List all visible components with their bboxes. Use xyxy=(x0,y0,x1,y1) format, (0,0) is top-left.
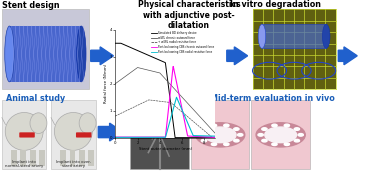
Bar xyxy=(2,100,46,169)
Circle shape xyxy=(256,123,305,147)
Bar xyxy=(130,100,189,169)
Bar xyxy=(60,150,66,166)
Bar xyxy=(191,100,249,169)
Ellipse shape xyxy=(5,113,43,150)
Bar xyxy=(11,150,17,166)
Circle shape xyxy=(258,134,263,136)
Circle shape xyxy=(211,143,217,145)
Bar xyxy=(2,9,89,89)
Bar xyxy=(253,9,336,89)
Text: In vitro degradation: In vitro degradation xyxy=(231,0,321,9)
Bar xyxy=(251,100,310,169)
Circle shape xyxy=(262,128,267,130)
Circle shape xyxy=(234,139,239,142)
FancyArrow shape xyxy=(91,47,113,65)
Text: Implant into
normal-sized artery: Implant into normal-sized artery xyxy=(5,160,43,168)
Circle shape xyxy=(196,123,245,147)
Circle shape xyxy=(224,143,229,145)
FancyArrow shape xyxy=(338,47,357,65)
Bar xyxy=(88,150,94,166)
Circle shape xyxy=(272,124,277,127)
FancyArrow shape xyxy=(227,47,248,65)
Ellipse shape xyxy=(322,24,330,48)
Circle shape xyxy=(238,134,243,136)
Ellipse shape xyxy=(30,113,47,134)
Bar xyxy=(20,150,26,166)
Text: Animal study: Animal study xyxy=(6,94,65,103)
Circle shape xyxy=(294,128,299,130)
Bar xyxy=(79,150,85,166)
Circle shape xyxy=(224,124,229,127)
Circle shape xyxy=(284,143,290,145)
Legend: Simulated BD delivery device, w/WL chronic outward force, + w/WL radial resistiv: Simulated BD delivery device, w/WL chron… xyxy=(151,31,214,54)
Ellipse shape xyxy=(258,24,266,48)
Text: Mid-term evaluation in vivo: Mid-term evaluation in vivo xyxy=(210,94,335,103)
Circle shape xyxy=(234,128,239,130)
Ellipse shape xyxy=(5,26,14,82)
Bar xyxy=(30,150,36,166)
Circle shape xyxy=(262,139,267,142)
Circle shape xyxy=(294,139,299,142)
Ellipse shape xyxy=(79,113,96,134)
Bar xyxy=(39,150,45,166)
Circle shape xyxy=(272,143,277,145)
FancyBboxPatch shape xyxy=(76,132,91,138)
Text: Stent design: Stent design xyxy=(2,1,59,10)
Circle shape xyxy=(201,128,207,130)
Ellipse shape xyxy=(54,113,92,150)
Circle shape xyxy=(284,124,290,127)
Circle shape xyxy=(204,127,236,143)
Circle shape xyxy=(211,124,217,127)
Ellipse shape xyxy=(76,26,86,82)
Bar xyxy=(51,100,96,169)
Text: Implant into over-
sized artery: Implant into over- sized artery xyxy=(56,160,91,168)
Bar xyxy=(9,26,81,82)
Bar xyxy=(262,24,326,48)
X-axis label: Stent outer diameter (mm): Stent outer diameter (mm) xyxy=(139,147,192,151)
Circle shape xyxy=(298,134,303,136)
Circle shape xyxy=(201,139,207,142)
Circle shape xyxy=(197,134,203,136)
FancyBboxPatch shape xyxy=(19,132,35,138)
FancyArrow shape xyxy=(98,123,123,141)
Text: Physical characteristics
with adjunctive post-
dilatation: Physical characteristics with adjunctive… xyxy=(138,0,240,30)
Y-axis label: Radial force (N/mm): Radial force (N/mm) xyxy=(104,64,107,103)
Bar xyxy=(70,150,75,166)
Circle shape xyxy=(265,127,296,143)
